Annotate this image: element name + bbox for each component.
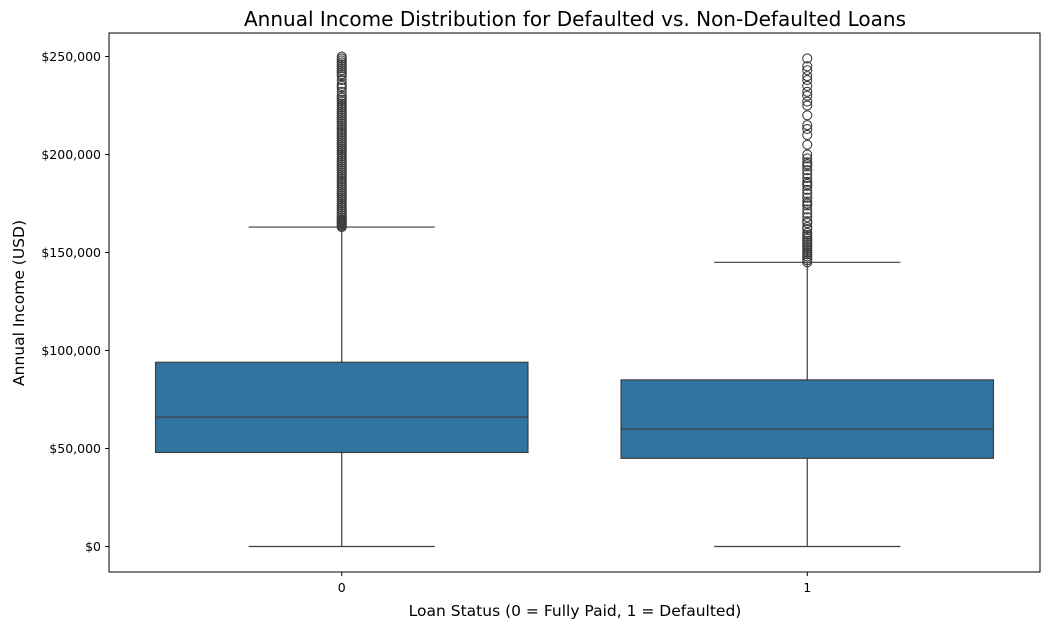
x-axis-label: Loan Status (0 = Fully Paid, 1 = Default…	[409, 602, 742, 620]
outlier-point	[802, 86, 813, 97]
outlier-point	[802, 204, 813, 215]
iqr-box	[620, 379, 995, 459]
x-tick-label: 0	[338, 580, 346, 595]
outlier-point	[802, 165, 813, 176]
outlier-point	[336, 74, 347, 86]
y-tick-label: $200,000	[41, 147, 101, 162]
y-tick-label: $50,000	[49, 441, 101, 456]
outlier-point	[336, 86, 347, 97]
outlier-point	[802, 153, 813, 164]
outlier-point	[336, 90, 347, 101]
outlier-point	[802, 90, 813, 101]
outlier-point	[802, 123, 813, 135]
outlier-point	[802, 192, 813, 203]
plot-area	[154, 51, 995, 548]
x-tick-label: 1	[803, 580, 811, 595]
outlier-point	[802, 100, 813, 111]
y-tick-label: $150,000	[41, 245, 101, 260]
y-tick-label: $250,000	[41, 49, 101, 64]
outlier-point	[802, 61, 813, 72]
outlier-point	[336, 51, 347, 62]
outlier-point	[802, 74, 813, 86]
outlier-point	[802, 169, 813, 180]
outlier-point	[802, 53, 813, 64]
outlier-point	[802, 129, 813, 140]
outlier-point	[802, 149, 813, 160]
outlier-point	[802, 172, 813, 184]
outlier-point	[802, 139, 813, 150]
outlier-point	[802, 208, 813, 219]
chart-title: Annual Income Distribution for Defaulted…	[244, 7, 906, 31]
y-axis-label: Annual Income (USD)	[10, 220, 28, 386]
iqr-box	[154, 361, 529, 454]
outlier-point	[802, 188, 813, 199]
outlier-point	[802, 80, 813, 91]
outlier-point	[802, 120, 813, 131]
outlier-point	[802, 96, 813, 107]
outlier-point	[802, 184, 813, 195]
outlier-point	[802, 110, 813, 121]
outlier-point	[802, 216, 813, 227]
outlier-point	[802, 176, 813, 188]
outlier-point	[802, 196, 813, 207]
outlier-point	[802, 157, 813, 168]
outlier-point	[336, 78, 347, 90]
outlier-point	[802, 71, 813, 82]
outlier-point	[802, 65, 813, 76]
outlier-point	[802, 227, 813, 238]
y-tick-label: $0	[85, 539, 101, 554]
y-tick-label: $100,000	[41, 343, 101, 358]
outlier-point	[802, 212, 813, 223]
plot-frame	[108, 32, 1041, 573]
outlier-point	[802, 221, 813, 233]
